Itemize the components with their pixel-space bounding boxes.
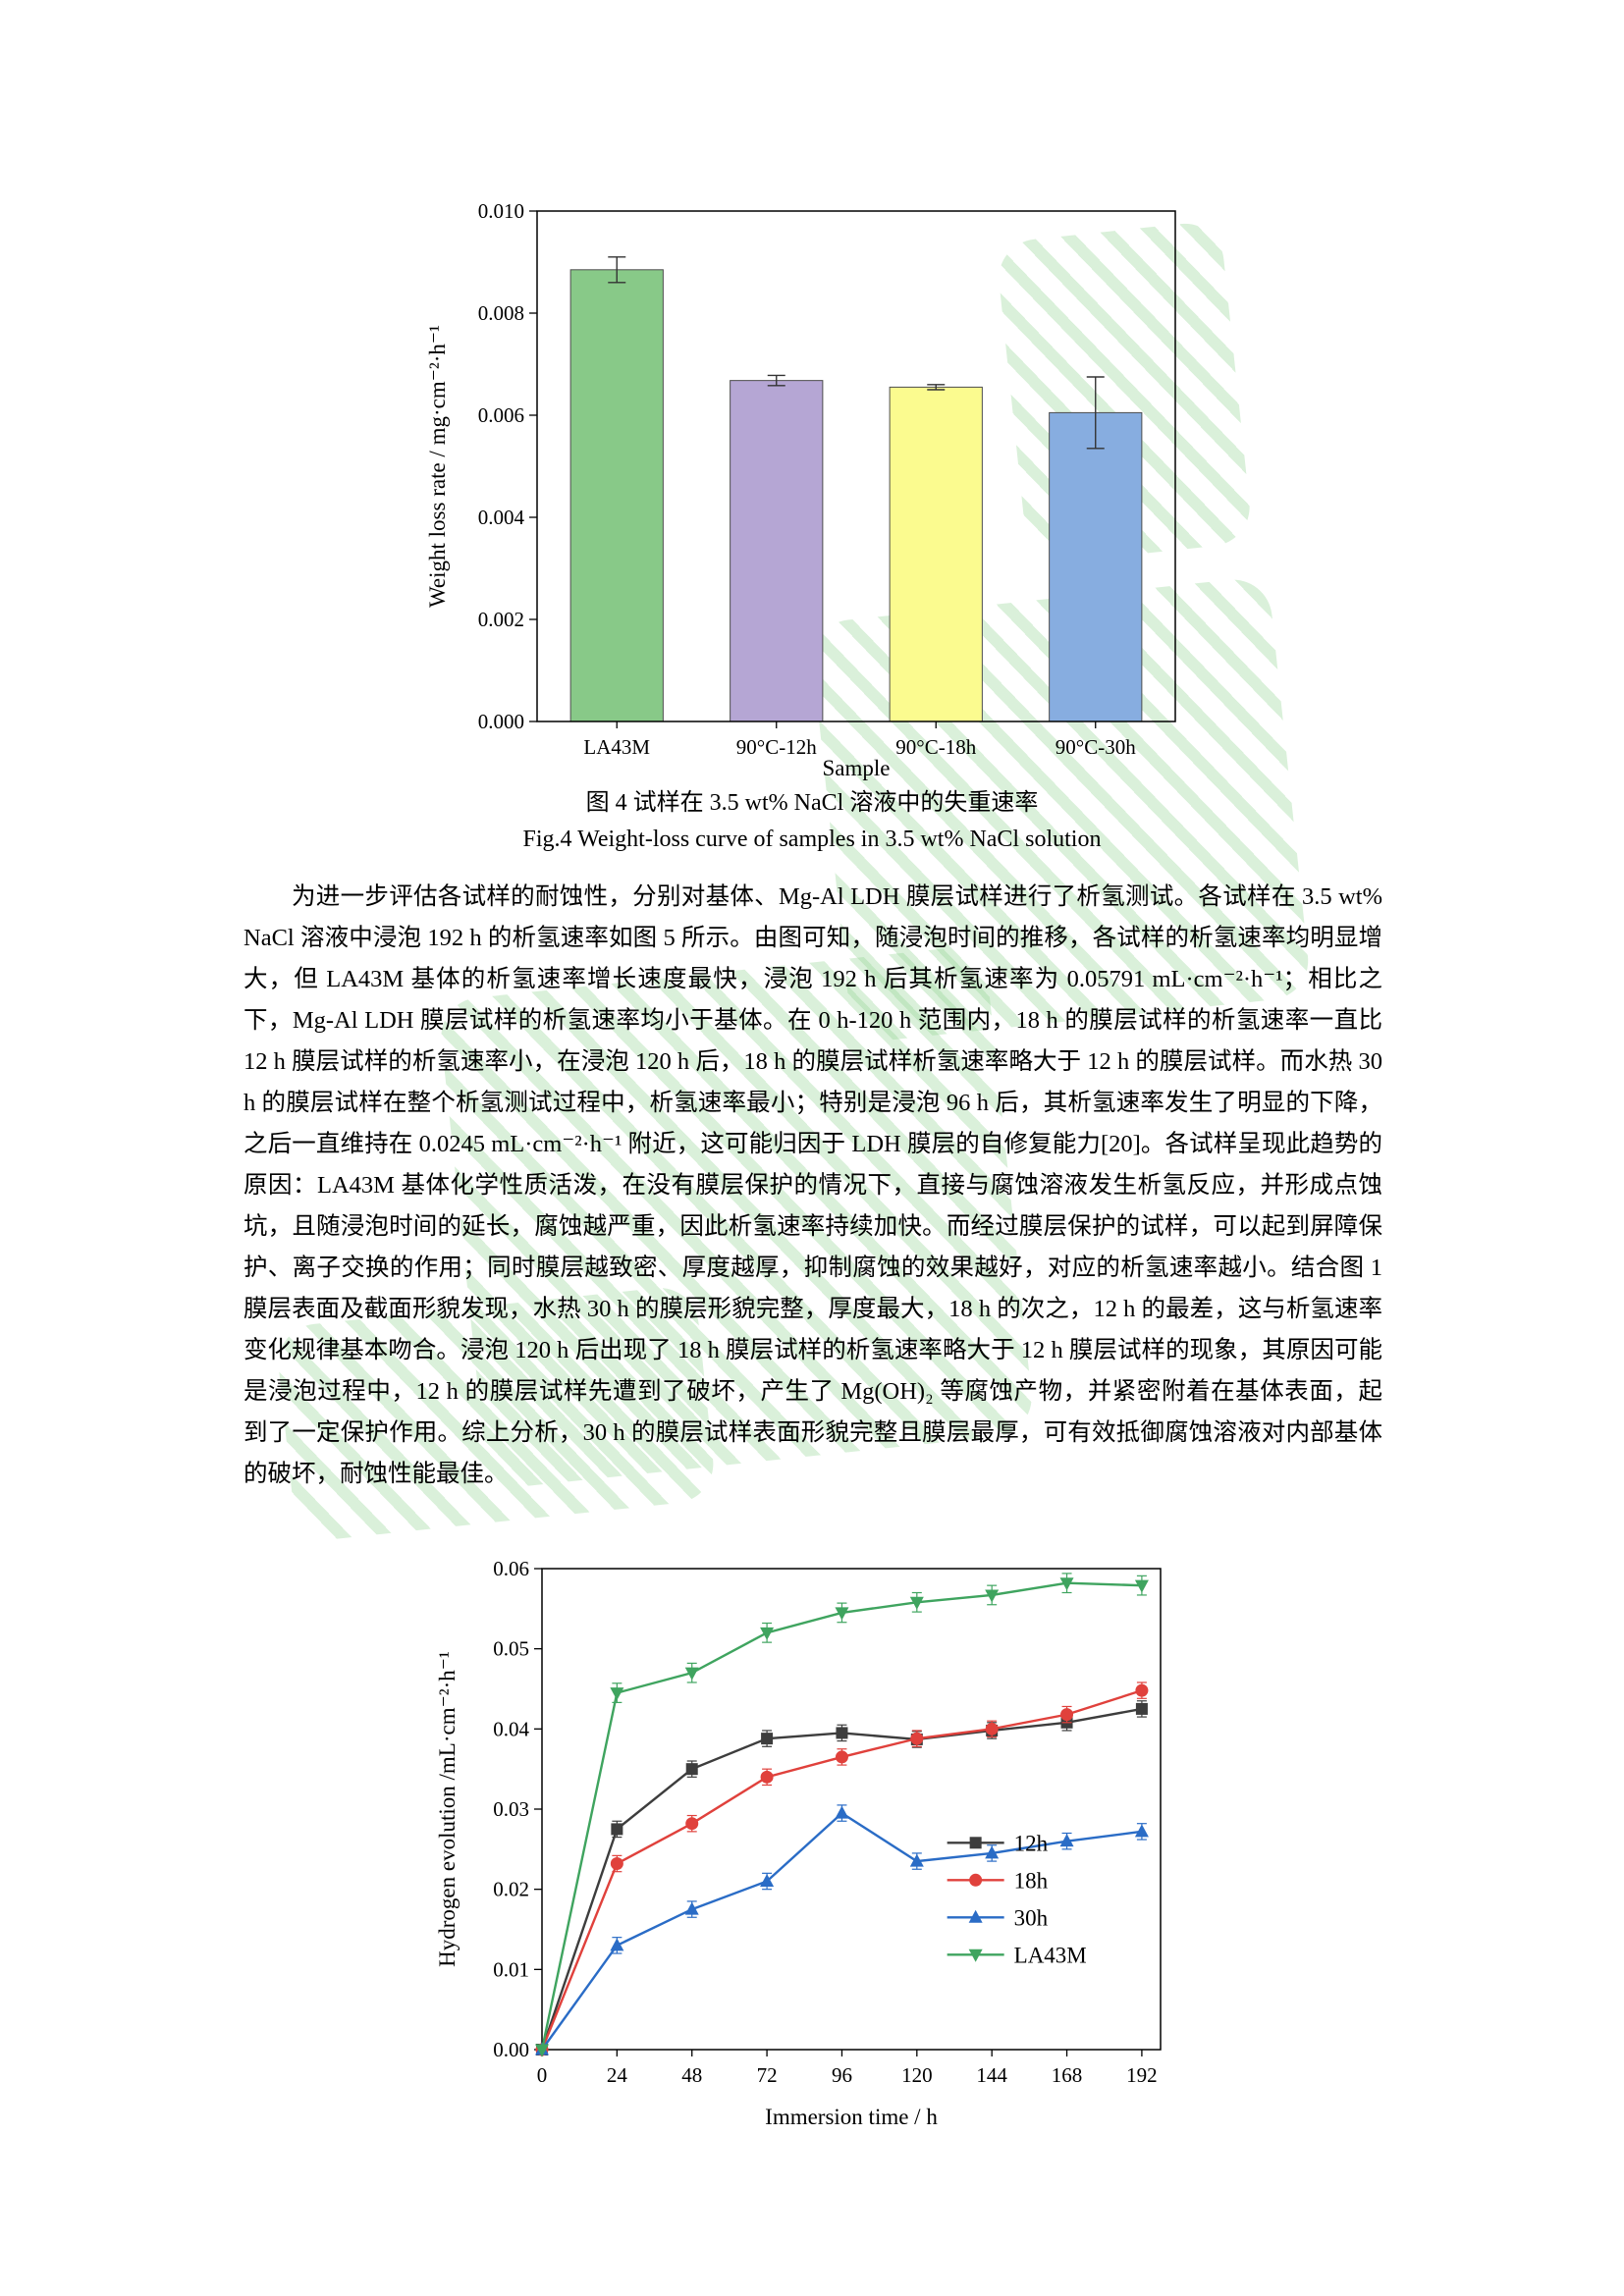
y-tick-label: 0.02 xyxy=(493,1878,529,1901)
x-tick-label: 96 xyxy=(832,2063,852,2087)
x-tick-label: 90°C-18h xyxy=(895,735,976,759)
y-tick-label: 0.010 xyxy=(478,199,524,223)
y-tick-label: 0.000 xyxy=(478,710,524,733)
y-axis-label: Hydrogen evolution /mL·cm⁻²·h⁻¹ xyxy=(435,1651,460,1967)
bar-LA43M xyxy=(569,269,664,722)
legend-label-12h: 12h xyxy=(1014,1831,1049,1855)
weight-loss-chart-svg: LA43M 90°C-12h 90°C-18h 90°C-30h 0.000 0.002 0… xyxy=(425,199,1176,780)
legend-label-LA43M: LA43M xyxy=(1014,1943,1087,1967)
y-tick-label: 0.01 xyxy=(493,1957,529,1981)
figure-4-weight-loss-bar-chart: LA43M 90°C-12h 90°C-18h 90°C-30h 0.000 0.002 0… xyxy=(400,187,1224,815)
series-LA43M xyxy=(535,1573,1149,2057)
y-tick-label: 0.004 xyxy=(478,506,525,529)
x-tick-label: 120 xyxy=(901,2063,933,2087)
figure4-caption-en: Fig.4 Weight-loss curve of samples in 3.… xyxy=(522,827,1102,852)
plot-frame xyxy=(541,1568,1162,2051)
bar-90°C-30h xyxy=(1049,411,1143,722)
plot-frame xyxy=(536,210,1176,722)
y-tick-label: 0.006 xyxy=(478,403,524,427)
x-tick-label: 72 xyxy=(757,2063,778,2087)
y-tick-label: 0.03 xyxy=(493,1797,529,1821)
hydrogen-evolution-chart-svg: 0 24 48 72 96 120 144 168 192 0.00 0.01 0.02 0.03 0.0… xyxy=(435,1557,1162,2129)
bar-90°C-12h xyxy=(730,380,824,722)
bar-chart: LA43M 90°C-12h 90°C-18h 90°C-30h 0.000 0.002 0… xyxy=(425,199,1176,780)
y-tick-label: 0.04 xyxy=(493,1717,529,1740)
x-tick-label: 168 xyxy=(1052,2063,1083,2087)
y-tick-label: 0.06 xyxy=(493,1557,529,1580)
y-tick-label: 0.008 xyxy=(478,301,524,325)
y-tick-label: 0.00 xyxy=(493,2038,529,2061)
figure-5-hydrogen-evolution-line-chart: 0 24 48 72 96 120 144 168 192 0.00 0.01 0.02 0.03 0.0… xyxy=(400,1541,1224,2177)
y-tick-label: 0.05 xyxy=(493,1637,529,1661)
x-tick-label: LA43M xyxy=(583,735,650,759)
bar-90°C-18h xyxy=(889,386,983,722)
legend: 12h 18h 30h LA43M xyxy=(947,1831,1087,1967)
x-tick-label: 90°C-30h xyxy=(1056,735,1136,759)
legend-label-30h: 30h xyxy=(1014,1905,1049,1930)
body-paragraph: 为进一步评估各试样的耐蚀性，分别对基体、Mg-Al LDH 膜层试样进行了析氢测… xyxy=(244,883,1382,1487)
series-30h xyxy=(535,1804,1149,2056)
x-tick-label: 48 xyxy=(681,2063,702,2087)
y-tick-label: 0.002 xyxy=(478,608,524,631)
x-axis-label: Sample xyxy=(823,756,891,780)
figure4-caption-zh: 图 4 试样在 3.5 wt% NaCl 溶液中的失重速率 xyxy=(585,790,1039,816)
x-axis-label: Immersion time / h xyxy=(765,2105,938,2129)
legend-label-18h: 18h xyxy=(1014,1868,1049,1893)
x-tick-label: 144 xyxy=(976,2063,1007,2087)
x-tick-label: 192 xyxy=(1126,2063,1158,2087)
x-tick-label: 24 xyxy=(607,2063,628,2087)
x-tick-label: 0 xyxy=(537,2063,548,2087)
x-tick-label: 90°C-12h xyxy=(736,735,817,759)
line-chart: 0 24 48 72 96 120 144 168 192 0.00 0.01 0.02 0.03 0.0… xyxy=(435,1557,1162,2129)
y-axis-label: Weight loss rate / mg·cm⁻²·h⁻¹ xyxy=(425,325,450,608)
